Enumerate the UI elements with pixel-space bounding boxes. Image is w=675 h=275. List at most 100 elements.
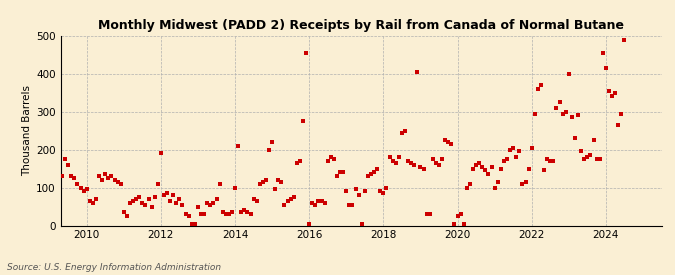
Point <box>474 161 485 165</box>
Point <box>307 200 318 205</box>
Title: Monthly Midwest (PADD 2) Receipts by Rail from Canada of Normal Butane: Monthly Midwest (PADD 2) Receipts by Rai… <box>98 19 624 32</box>
Point <box>196 212 207 216</box>
Point <box>464 182 475 186</box>
Point <box>396 130 407 135</box>
Point <box>63 163 74 167</box>
Point <box>109 178 120 182</box>
Point <box>134 195 144 199</box>
Point <box>168 193 179 197</box>
Point <box>366 172 377 177</box>
Point <box>248 197 259 201</box>
Point <box>572 113 583 118</box>
Point <box>433 163 444 167</box>
Point <box>406 161 416 165</box>
Point <box>242 210 253 214</box>
Point <box>480 168 491 173</box>
Point <box>282 199 293 203</box>
Point <box>230 185 240 190</box>
Point <box>468 166 479 171</box>
Point <box>495 166 506 171</box>
Point <box>239 208 250 213</box>
Point <box>125 200 136 205</box>
Point <box>483 172 494 177</box>
Point <box>564 72 574 76</box>
Point <box>403 159 414 163</box>
Point <box>214 182 225 186</box>
Point <box>128 199 138 203</box>
Point <box>347 202 358 207</box>
Point <box>588 138 599 142</box>
Point <box>190 222 200 227</box>
Point <box>523 166 534 171</box>
Point <box>502 157 512 161</box>
Point <box>276 180 287 184</box>
Point <box>421 212 432 216</box>
Point <box>449 222 460 227</box>
Point <box>505 147 516 152</box>
Point <box>486 164 497 169</box>
Point <box>551 106 562 110</box>
Point <box>270 187 281 192</box>
Point <box>254 182 265 186</box>
Point <box>90 197 101 201</box>
Point <box>341 189 352 194</box>
Point <box>171 200 182 205</box>
Point <box>112 180 123 184</box>
Point <box>223 212 234 216</box>
Point <box>122 214 132 218</box>
Point <box>431 161 441 165</box>
Point <box>81 187 92 192</box>
Point <box>329 157 340 161</box>
Point <box>412 70 423 74</box>
Point <box>294 159 305 163</box>
Point <box>446 142 457 146</box>
Point <box>155 151 166 156</box>
Point <box>131 197 142 201</box>
Point <box>103 176 113 180</box>
Point <box>273 178 284 182</box>
Point <box>443 140 454 144</box>
Point <box>310 202 321 207</box>
Point <box>356 222 367 227</box>
Point <box>304 221 315 226</box>
Point <box>59 157 70 161</box>
Point <box>613 123 624 127</box>
Point <box>425 212 435 216</box>
Point <box>619 37 630 42</box>
Point <box>579 157 590 161</box>
Point <box>359 189 370 194</box>
Point <box>335 170 346 175</box>
Point <box>279 202 290 207</box>
Point <box>100 172 111 177</box>
Point <box>394 155 404 160</box>
Point <box>591 157 602 161</box>
Point <box>520 180 531 184</box>
Point <box>220 212 231 216</box>
Point <box>557 111 568 116</box>
Point <box>323 159 333 163</box>
Point <box>545 159 556 163</box>
Point <box>227 210 238 214</box>
Point <box>177 202 188 207</box>
Point <box>582 155 593 160</box>
Point <box>192 204 203 209</box>
Point <box>455 212 466 216</box>
Point <box>477 164 487 169</box>
Point <box>115 182 126 186</box>
Point <box>301 51 312 55</box>
Point <box>251 199 262 203</box>
Point <box>415 164 426 169</box>
Point <box>529 111 540 116</box>
Point <box>261 178 271 182</box>
Point <box>548 159 559 163</box>
Point <box>526 145 537 150</box>
Point <box>45 182 55 186</box>
Point <box>208 200 219 205</box>
Point <box>533 87 543 91</box>
Point <box>292 161 302 165</box>
Point <box>344 202 355 207</box>
Point <box>94 174 105 178</box>
Point <box>233 144 244 148</box>
Point <box>409 163 420 167</box>
Point <box>146 204 157 209</box>
